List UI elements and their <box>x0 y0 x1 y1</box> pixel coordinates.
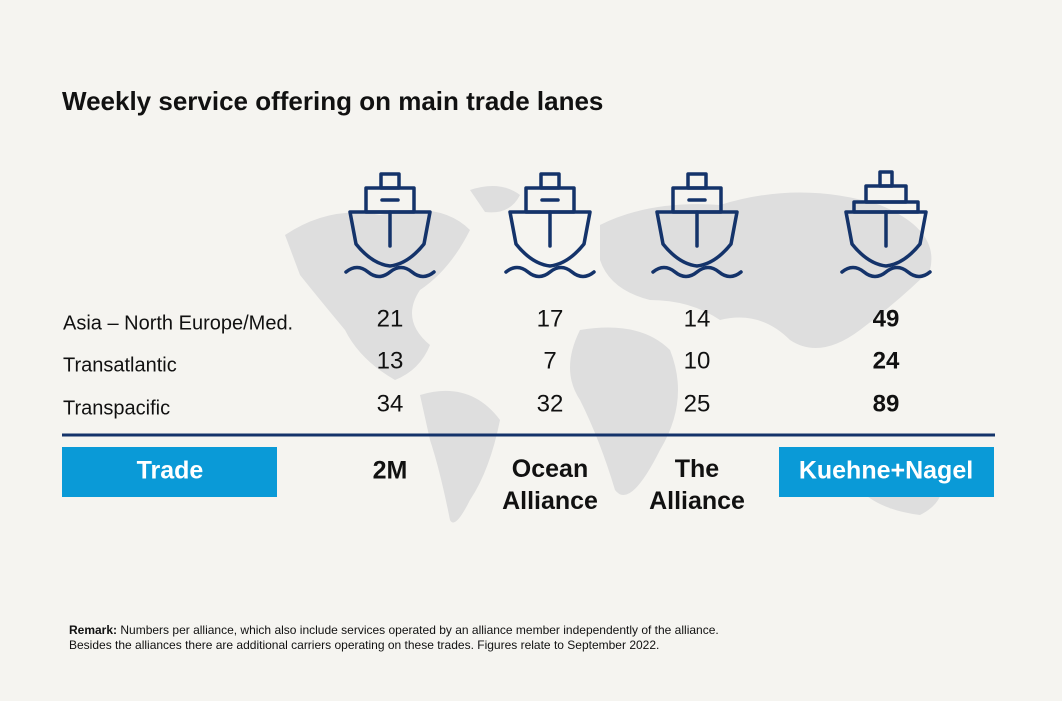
cell-value: 14 <box>684 305 711 332</box>
trade-lane: Transatlantic <box>63 354 177 376</box>
column-header: 2M <box>373 457 408 485</box>
chimney <box>379 172 401 190</box>
cell-value: 24 <box>873 347 900 374</box>
chimney <box>686 172 708 190</box>
waves <box>504 265 596 279</box>
kn-header-box <box>779 447 994 497</box>
remark-text: Numbers per alliance, which also include… <box>120 623 719 637</box>
cell-value: 7 <box>543 347 556 374</box>
container <box>878 170 894 188</box>
ship-icon <box>840 170 932 279</box>
cell-value: 49 <box>873 305 900 332</box>
remark-line: Remark: Numbers per alliance, which also… <box>69 623 719 638</box>
cell-value: 13 <box>377 347 404 374</box>
ship-icons <box>344 170 932 279</box>
container <box>864 184 908 204</box>
hull <box>348 210 432 268</box>
column-header: Ocean Alliance <box>502 455 598 515</box>
remark-line: Besides the alliances there are addition… <box>69 638 660 652</box>
cell-value: 21 <box>377 305 404 332</box>
hull <box>844 210 928 268</box>
waves <box>840 265 932 279</box>
cell-value: 17 <box>537 305 564 332</box>
cell-value: 32 <box>537 390 564 417</box>
title: Weekly service offering on main trade la… <box>62 86 603 116</box>
column-header: Trade <box>137 457 204 485</box>
ship-icon <box>504 172 596 279</box>
trade-header-box <box>62 447 277 497</box>
chimney <box>539 172 561 190</box>
ship-icon <box>651 172 743 279</box>
hull <box>508 210 592 268</box>
hull <box>655 210 739 268</box>
cell-value: 34 <box>377 390 404 417</box>
waves <box>344 265 436 279</box>
trade-lane: Transpacific <box>63 397 170 419</box>
cell-value: 25 <box>684 390 711 417</box>
column-header: Kuehne+Nagel <box>799 457 973 485</box>
ship-icon <box>344 172 436 279</box>
cell-value: 89 <box>873 390 900 417</box>
cell-value: 10 <box>684 347 711 374</box>
trade-lane: Asia – North Europe/Med. <box>63 312 293 334</box>
waves <box>651 265 743 279</box>
column-header: The Alliance <box>649 455 745 515</box>
remark: Remark: Numbers per alliance, which also… <box>69 623 719 653</box>
remark-label: Remark: <box>69 623 118 637</box>
